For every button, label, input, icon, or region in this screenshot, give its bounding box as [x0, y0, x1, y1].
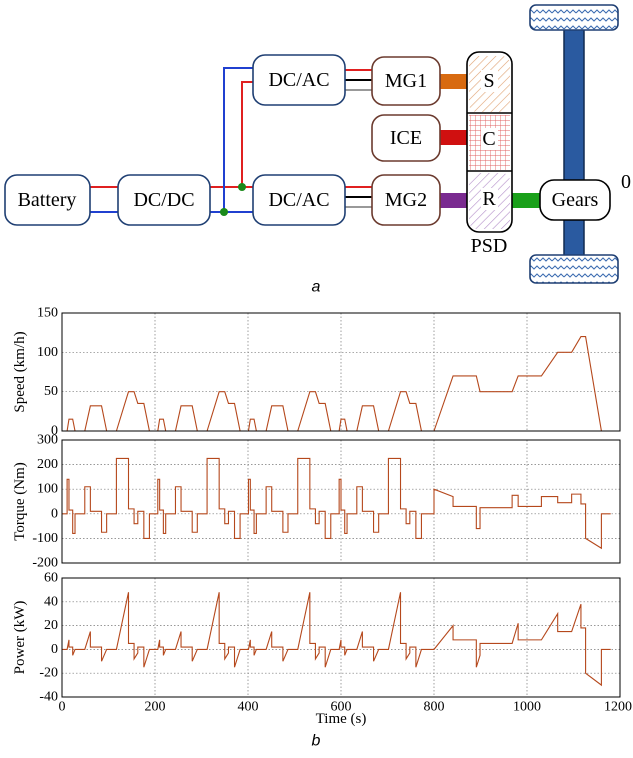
x-tick-label: 0	[59, 700, 66, 715]
data-line	[62, 592, 611, 687]
y-axis-label: Speed (km/h)	[12, 331, 28, 412]
y-tick-label: 200	[37, 457, 58, 472]
x-tick-label: 1200	[604, 700, 632, 715]
chart-panel: -200 -100 0 100 200 300 Torque (Nm)	[12, 433, 621, 571]
dcdc-box	[117, 174, 211, 226]
node-label: MG1	[385, 70, 427, 92]
psd	[466, 51, 513, 233]
wiring	[90, 67, 372, 216]
node-label: Gears	[552, 189, 599, 211]
wheel	[529, 254, 619, 284]
gears-box	[539, 179, 611, 221]
dcac-box	[252, 54, 346, 106]
dcac-box	[252, 174, 346, 226]
mg2-box	[371, 174, 441, 226]
y-tick-label: 0	[51, 642, 58, 657]
node-label: DC/AC	[268, 69, 329, 91]
battery-box	[4, 174, 91, 226]
y-tick-label: 100	[37, 345, 58, 360]
y-tick-label: -20	[39, 666, 58, 681]
caption: a	[312, 279, 321, 296]
y-tick-label: -40	[39, 690, 58, 705]
node-label: DC/DC	[133, 189, 194, 211]
plot-frame	[61, 439, 621, 564]
chart-panel: 0 50 100 150 Speed (km/h)	[12, 306, 621, 439]
y-tick-label: 60	[44, 571, 58, 586]
y-tick-label: -100	[32, 531, 58, 546]
node-label: DC/AC	[268, 189, 329, 211]
x-axis-label: Time (s)	[316, 711, 367, 727]
plot-frame	[61, 312, 621, 432]
y-tick-label: 0	[51, 506, 58, 521]
x-tick-label: 1000	[513, 700, 541, 715]
y-tick-label: 50	[44, 384, 58, 399]
ice-box	[371, 114, 441, 162]
y-tick-label: 150	[37, 306, 58, 321]
x-tick-label: 600	[331, 700, 352, 715]
y-tick-label: 20	[44, 618, 58, 633]
mg1-box	[371, 56, 441, 106]
wheel	[529, 4, 619, 31]
plot-frame	[61, 577, 621, 698]
node-label: R	[482, 188, 496, 210]
y-tick-label: 300	[37, 433, 58, 448]
chart-panel: 0 200 400 600 800 1000 1200 -40 -20 0 20 40 60 Power …	[12, 571, 632, 728]
x-tick-label: 200	[145, 700, 166, 715]
y-tick-label: 100	[37, 482, 58, 497]
x-tick-label: 800	[424, 700, 445, 715]
caption: b	[312, 733, 321, 750]
node-label: S	[483, 70, 494, 92]
node-label: ICE	[390, 127, 422, 149]
y-tick-label: -200	[32, 556, 58, 571]
y-axis-label: Power (kW)	[12, 601, 28, 675]
node-label: MG2	[385, 189, 427, 211]
node-label: Battery	[18, 189, 77, 211]
y-tick-label: 0	[51, 424, 58, 439]
x-tick-label: 400	[238, 700, 259, 715]
y-tick-label: 40	[44, 594, 58, 609]
side-label: 0	[621, 171, 631, 193]
node-label: C	[482, 128, 495, 150]
y-axis-label: Torque (Nm)	[12, 462, 28, 541]
psd-label: PSD	[471, 235, 508, 257]
diagram: Battery DC/DC DC/AC DC/AC MG1 ICE MG2 S …	[4, 4, 631, 296]
data-line	[62, 457, 611, 550]
